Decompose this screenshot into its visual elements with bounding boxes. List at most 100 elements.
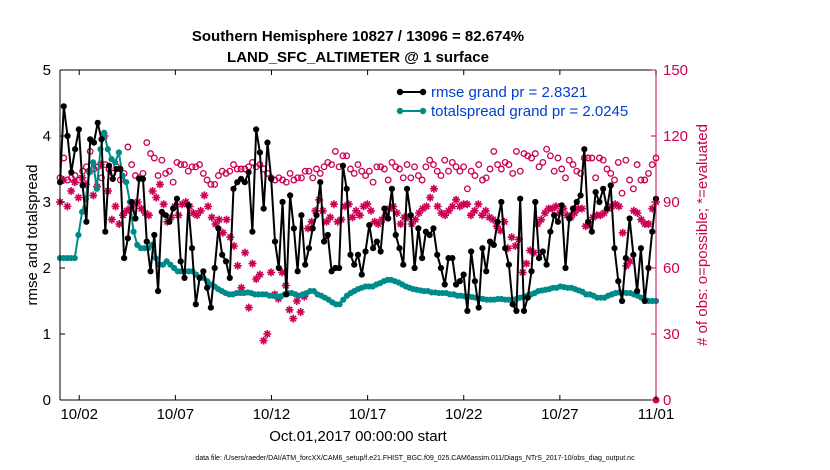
- obs-possible-point: [196, 161, 204, 169]
- rmse-point: [441, 281, 448, 288]
- obs-evaluated-point: [218, 228, 227, 237]
- obs-possible-point: [414, 172, 422, 180]
- obs-possible-point: [286, 169, 294, 177]
- x-tick-label: 10/07: [157, 406, 195, 423]
- obs-possible-point: [467, 167, 475, 175]
- obs-possible-point: [147, 150, 154, 158]
- obs-possible-point: [509, 169, 517, 177]
- obs-evaluated-point: [292, 297, 301, 305]
- obs-evaluated-point: [248, 259, 257, 268]
- obs-evaluated-point: [67, 187, 76, 195]
- obs-evaluated-point: [622, 261, 631, 270]
- rmse-point: [79, 182, 86, 189]
- obs-possible-point: [203, 176, 211, 184]
- obs-possible-point: [154, 172, 162, 180]
- y-tick-label: 1: [43, 326, 51, 343]
- rmse-point: [204, 284, 211, 291]
- obs-evaluated-point: [233, 261, 242, 270]
- rmse-point: [271, 238, 279, 245]
- rmse-point: [615, 278, 622, 285]
- obs-possible-point: [588, 154, 596, 162]
- totalspread-point: [71, 255, 78, 262]
- obs-evaluated-point: [629, 206, 638, 215]
- obs-evaluated-point: [244, 303, 253, 312]
- obs-possible-point: [475, 161, 483, 169]
- chart-subtitle: LAND_SFC_ALTIMETER @ 1 surface: [227, 49, 489, 66]
- rmse-point: [283, 291, 290, 298]
- rmse-point: [611, 245, 618, 252]
- obs-possible-point: [294, 174, 302, 182]
- rmse-point: [151, 231, 158, 239]
- rmse-point: [539, 248, 546, 255]
- obs-evaluated-point: [500, 217, 509, 226]
- rmse-point: [645, 264, 652, 272]
- obs-evaluated-point: [470, 206, 479, 215]
- rmse-point: [90, 139, 98, 146]
- rmse-point: [490, 241, 497, 248]
- obs-possible-point: [320, 163, 328, 171]
- obs-evaluated-point: [415, 209, 424, 217]
- rmse-point: [498, 198, 505, 206]
- obs-evaluated-point: [455, 202, 464, 211]
- obs-possible-point: [607, 169, 615, 177]
- rmse-point: [460, 271, 467, 278]
- rmse-point: [121, 255, 128, 262]
- obs-evaluated-point: [115, 220, 124, 228]
- obs-possible-point: [611, 176, 618, 184]
- rmse-point: [317, 179, 324, 186]
- obs-evaluated-point: [326, 213, 335, 222]
- obs-evaluated-point: [344, 200, 353, 209]
- legend-rmse-marker-a: [396, 88, 404, 96]
- obs-possible-point: [211, 180, 219, 188]
- obs-evaluated-point: [155, 180, 164, 189]
- obs-possible-point: [516, 167, 524, 175]
- obs-possible-point: [339, 152, 347, 160]
- rmse-point: [558, 202, 565, 209]
- x-ticks: 10/02 10/07 10/12 10/17 10/22 10/27 11/01: [60, 70, 674, 423]
- rmse-point: [68, 169, 75, 176]
- rmse-point: [117, 165, 124, 173]
- obs-evaluated-point: [74, 193, 83, 202]
- obs-evaluated-point: [466, 211, 475, 220]
- rmse-point: [188, 245, 196, 252]
- obs-possible-point: [637, 176, 645, 184]
- rmse-point: [505, 261, 512, 268]
- rmse-point: [388, 185, 396, 192]
- rmse-point: [535, 255, 543, 262]
- obs-evaluated-point: [241, 248, 250, 257]
- obs-possible-point: [463, 185, 471, 193]
- rmse-point: [434, 251, 441, 258]
- totalspread-point: [123, 179, 130, 186]
- obs-evaluated-point: [422, 202, 431, 211]
- obs-possible-point: [433, 167, 441, 175]
- obs-possible-point: [645, 169, 652, 177]
- obs-possible-point: [411, 163, 419, 171]
- y-tick-label: 3: [43, 194, 51, 211]
- obs-possible-point: [373, 163, 381, 171]
- rmse-point: [392, 231, 399, 239]
- rmse-point: [396, 245, 403, 252]
- rmse-point: [479, 245, 486, 252]
- rmse-point: [309, 225, 316, 232]
- obs-evaluated-point: [581, 222, 590, 231]
- obs-evaluated-point: [433, 202, 442, 211]
- obs-evaluated-point: [341, 202, 350, 211]
- rmse-point: [241, 179, 248, 186]
- rmse-point: [324, 231, 331, 239]
- obs-possible-point: [380, 165, 388, 173]
- rmse-point: [215, 225, 222, 232]
- obs-possible-point: [445, 167, 452, 175]
- rmse-point: [181, 274, 188, 281]
- obs-possible-point: [214, 172, 222, 180]
- rmse-point: [264, 139, 271, 146]
- obs-evaluated-point: [359, 202, 368, 211]
- y-tick-label-right: 90: [663, 194, 680, 211]
- rmse-point: [320, 238, 328, 245]
- obs-evaluated-point: [152, 193, 161, 202]
- rmse-point: [256, 149, 264, 156]
- obs-possible-point: [384, 176, 392, 184]
- obs-evaluated-point: [189, 209, 198, 217]
- rmse-point: [60, 103, 67, 110]
- obs-possible-point: [181, 161, 188, 169]
- rmse-point: [294, 268, 301, 275]
